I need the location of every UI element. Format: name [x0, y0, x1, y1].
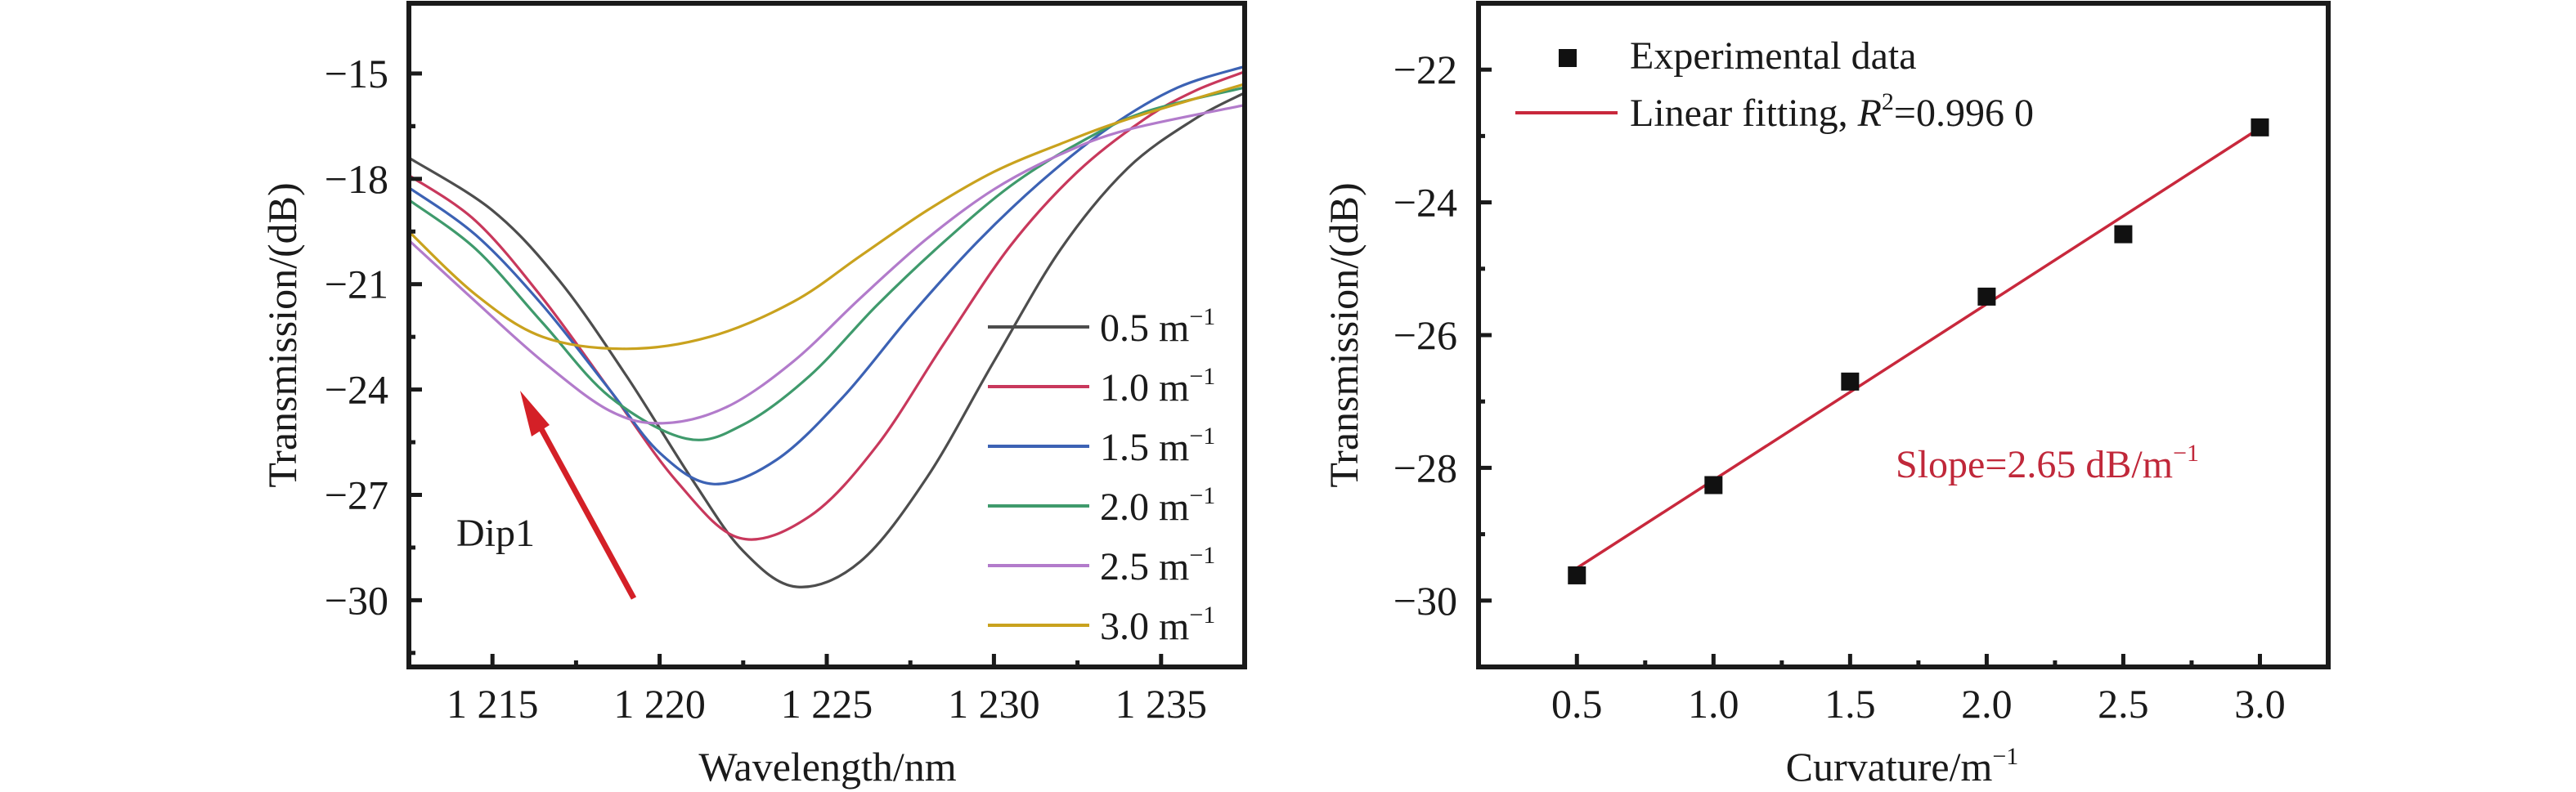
legend: 0.5 m−11.0 m−11.5 m−12.0 m−12.5 m−13.0 m… — [988, 303, 1215, 648]
y-axis-ticks: −15 −18 −21 −24 −27 −30 — [325, 51, 422, 656]
x-tick-label: 1 230 — [948, 681, 1040, 727]
y-tick-label: −30 — [325, 577, 388, 623]
legend-label: 2.5 m−1 — [1100, 542, 1215, 588]
legend-label: 0.5 m−1 — [1100, 303, 1215, 350]
data-point-1.5 — [1841, 372, 1860, 391]
data-points — [1568, 118, 2269, 584]
y-tick-label: −24 — [1393, 180, 1457, 226]
spectrum-chart: 1 215 1 220 1 225 1 230 1 235 −15 −18 −21 −24 −2… — [259, 1, 1247, 790]
x-tick-label: 1 225 — [781, 681, 873, 727]
x-axis-title-sup: −1 — [1992, 743, 2018, 770]
legend-value: 3.0 m — [1100, 605, 1189, 648]
dip-label: Dip1 — [456, 512, 535, 555]
plot-frame — [1476, 1, 2331, 669]
data-point-2 — [1977, 287, 1996, 306]
y-tick-label: −21 — [325, 262, 388, 307]
y-tick-label: −27 — [325, 472, 388, 517]
data-point-2.5 — [2114, 225, 2133, 244]
arrow-shaft — [532, 417, 637, 600]
legend-sup: −1 — [1189, 363, 1215, 390]
legend-label: 3.0 m−1 — [1100, 602, 1215, 648]
legend-sup: −1 — [1189, 542, 1215, 569]
shift-arrow — [520, 391, 637, 600]
legend-label-fit: Linear fitting, R2=0.996 0 — [1630, 88, 2034, 135]
legend: Experimental data Linear fitting, R2=0.9… — [1515, 34, 2034, 135]
x-axis-title: Curvature/m−1 — [1786, 743, 2019, 790]
data-point-1 — [1704, 476, 1723, 494]
fit-r-symbol: R — [1857, 92, 1882, 135]
spectrum-curves — [407, 65, 1246, 588]
legend-item-3.0: 3.0 m−1 — [988, 602, 1215, 648]
plot-frame — [406, 1, 1247, 669]
spectrum-curve-2.0 — [407, 86, 1246, 441]
y-tick-label: −18 — [325, 156, 388, 202]
legend-item-0.5: 0.5 m−1 — [988, 303, 1215, 350]
y-axis-title: Transmission/(dB) — [259, 182, 305, 487]
legend-label-experimental: Experimental data — [1630, 34, 1917, 78]
x-tick-label: 1 215 — [447, 681, 539, 727]
y-tick-label: −15 — [325, 51, 388, 96]
legend-value: 2.0 m — [1100, 485, 1189, 529]
x-tick-label: 1 220 — [613, 681, 706, 727]
x-tick-label: 0.5 — [1551, 681, 1603, 727]
curvature-chart: 0.5 1.0 1.5 2.0 2.5 3.0 −22 −24 −26 −28 −30 Curva… — [1321, 1, 2331, 790]
legend-label: 1.5 m−1 — [1100, 423, 1215, 469]
x-tick-label: 2.0 — [1961, 681, 2013, 727]
arrow-head — [520, 391, 550, 436]
slope-sup: −1 — [2173, 440, 2199, 467]
y-tick-label: −28 — [1393, 445, 1457, 490]
x-axis-ticks: 1 215 1 220 1 225 1 230 1 235 — [447, 654, 1207, 727]
x-tick-label: 3.0 — [2234, 681, 2286, 727]
legend-label: 2.0 m−1 — [1100, 482, 1215, 529]
legend-sup: −1 — [1189, 482, 1215, 509]
legend-value: 1.5 m — [1100, 426, 1189, 469]
spectrum-curve-2.5 — [407, 104, 1246, 425]
legend-item-1.5: 1.5 m−1 — [988, 423, 1215, 469]
spectrum-curve-1.0 — [407, 70, 1246, 541]
fit-r-value: =0.996 0 — [1894, 92, 2034, 135]
x-tick-label: 1 235 — [1115, 681, 1208, 727]
x-tick-label: 1.0 — [1688, 681, 1739, 727]
legend-item-2.5: 2.5 m−1 — [988, 542, 1215, 588]
legend-marker-square — [1559, 49, 1577, 67]
slope-text: Slope=2.65 dB/m — [1896, 443, 2173, 486]
legend-sup: −1 — [1189, 423, 1215, 450]
data-point-0.5 — [1568, 566, 1586, 584]
x-tick-label: 1.5 — [1824, 681, 1876, 727]
legend-label: 1.0 m−1 — [1100, 363, 1215, 409]
y-tick-label: −22 — [1393, 47, 1457, 92]
y-axis-title: Transmission/(dB) — [1321, 182, 1367, 487]
y-tick-label: −26 — [1393, 312, 1457, 358]
fit-label-prefix: Linear fitting, — [1630, 92, 1858, 135]
legend-value: 1.0 m — [1100, 366, 1189, 409]
y-axis-ticks: −22 −24 −26 −28 −30 — [1393, 47, 1492, 624]
legend-value: 0.5 m — [1100, 307, 1189, 350]
legend-item-1.0: 1.0 m−1 — [988, 363, 1215, 409]
x-axis-title-main: Curvature/m — [1786, 744, 1993, 790]
legend-value: 2.5 m — [1100, 545, 1189, 588]
spectrum-curve-1.5 — [407, 65, 1246, 485]
legend-sup: −1 — [1189, 303, 1215, 330]
y-tick-label: −24 — [325, 367, 388, 413]
data-point-3 — [2251, 118, 2269, 136]
linear-fit-line — [1576, 127, 2261, 570]
fit-r-sup: 2 — [1882, 88, 1894, 115]
legend-sup: −1 — [1189, 602, 1215, 629]
x-axis-title: Wavelength/nm — [698, 744, 956, 790]
spectrum-curve-3.0 — [407, 83, 1246, 351]
slope-annotation: Slope=2.65 dB/m−1 — [1896, 440, 2199, 486]
spectrum-curve-0.5 — [407, 92, 1246, 588]
x-tick-label: 2.5 — [2098, 681, 2149, 727]
y-tick-label: −30 — [1393, 578, 1457, 624]
legend-item-2.0: 2.0 m−1 — [988, 482, 1215, 529]
